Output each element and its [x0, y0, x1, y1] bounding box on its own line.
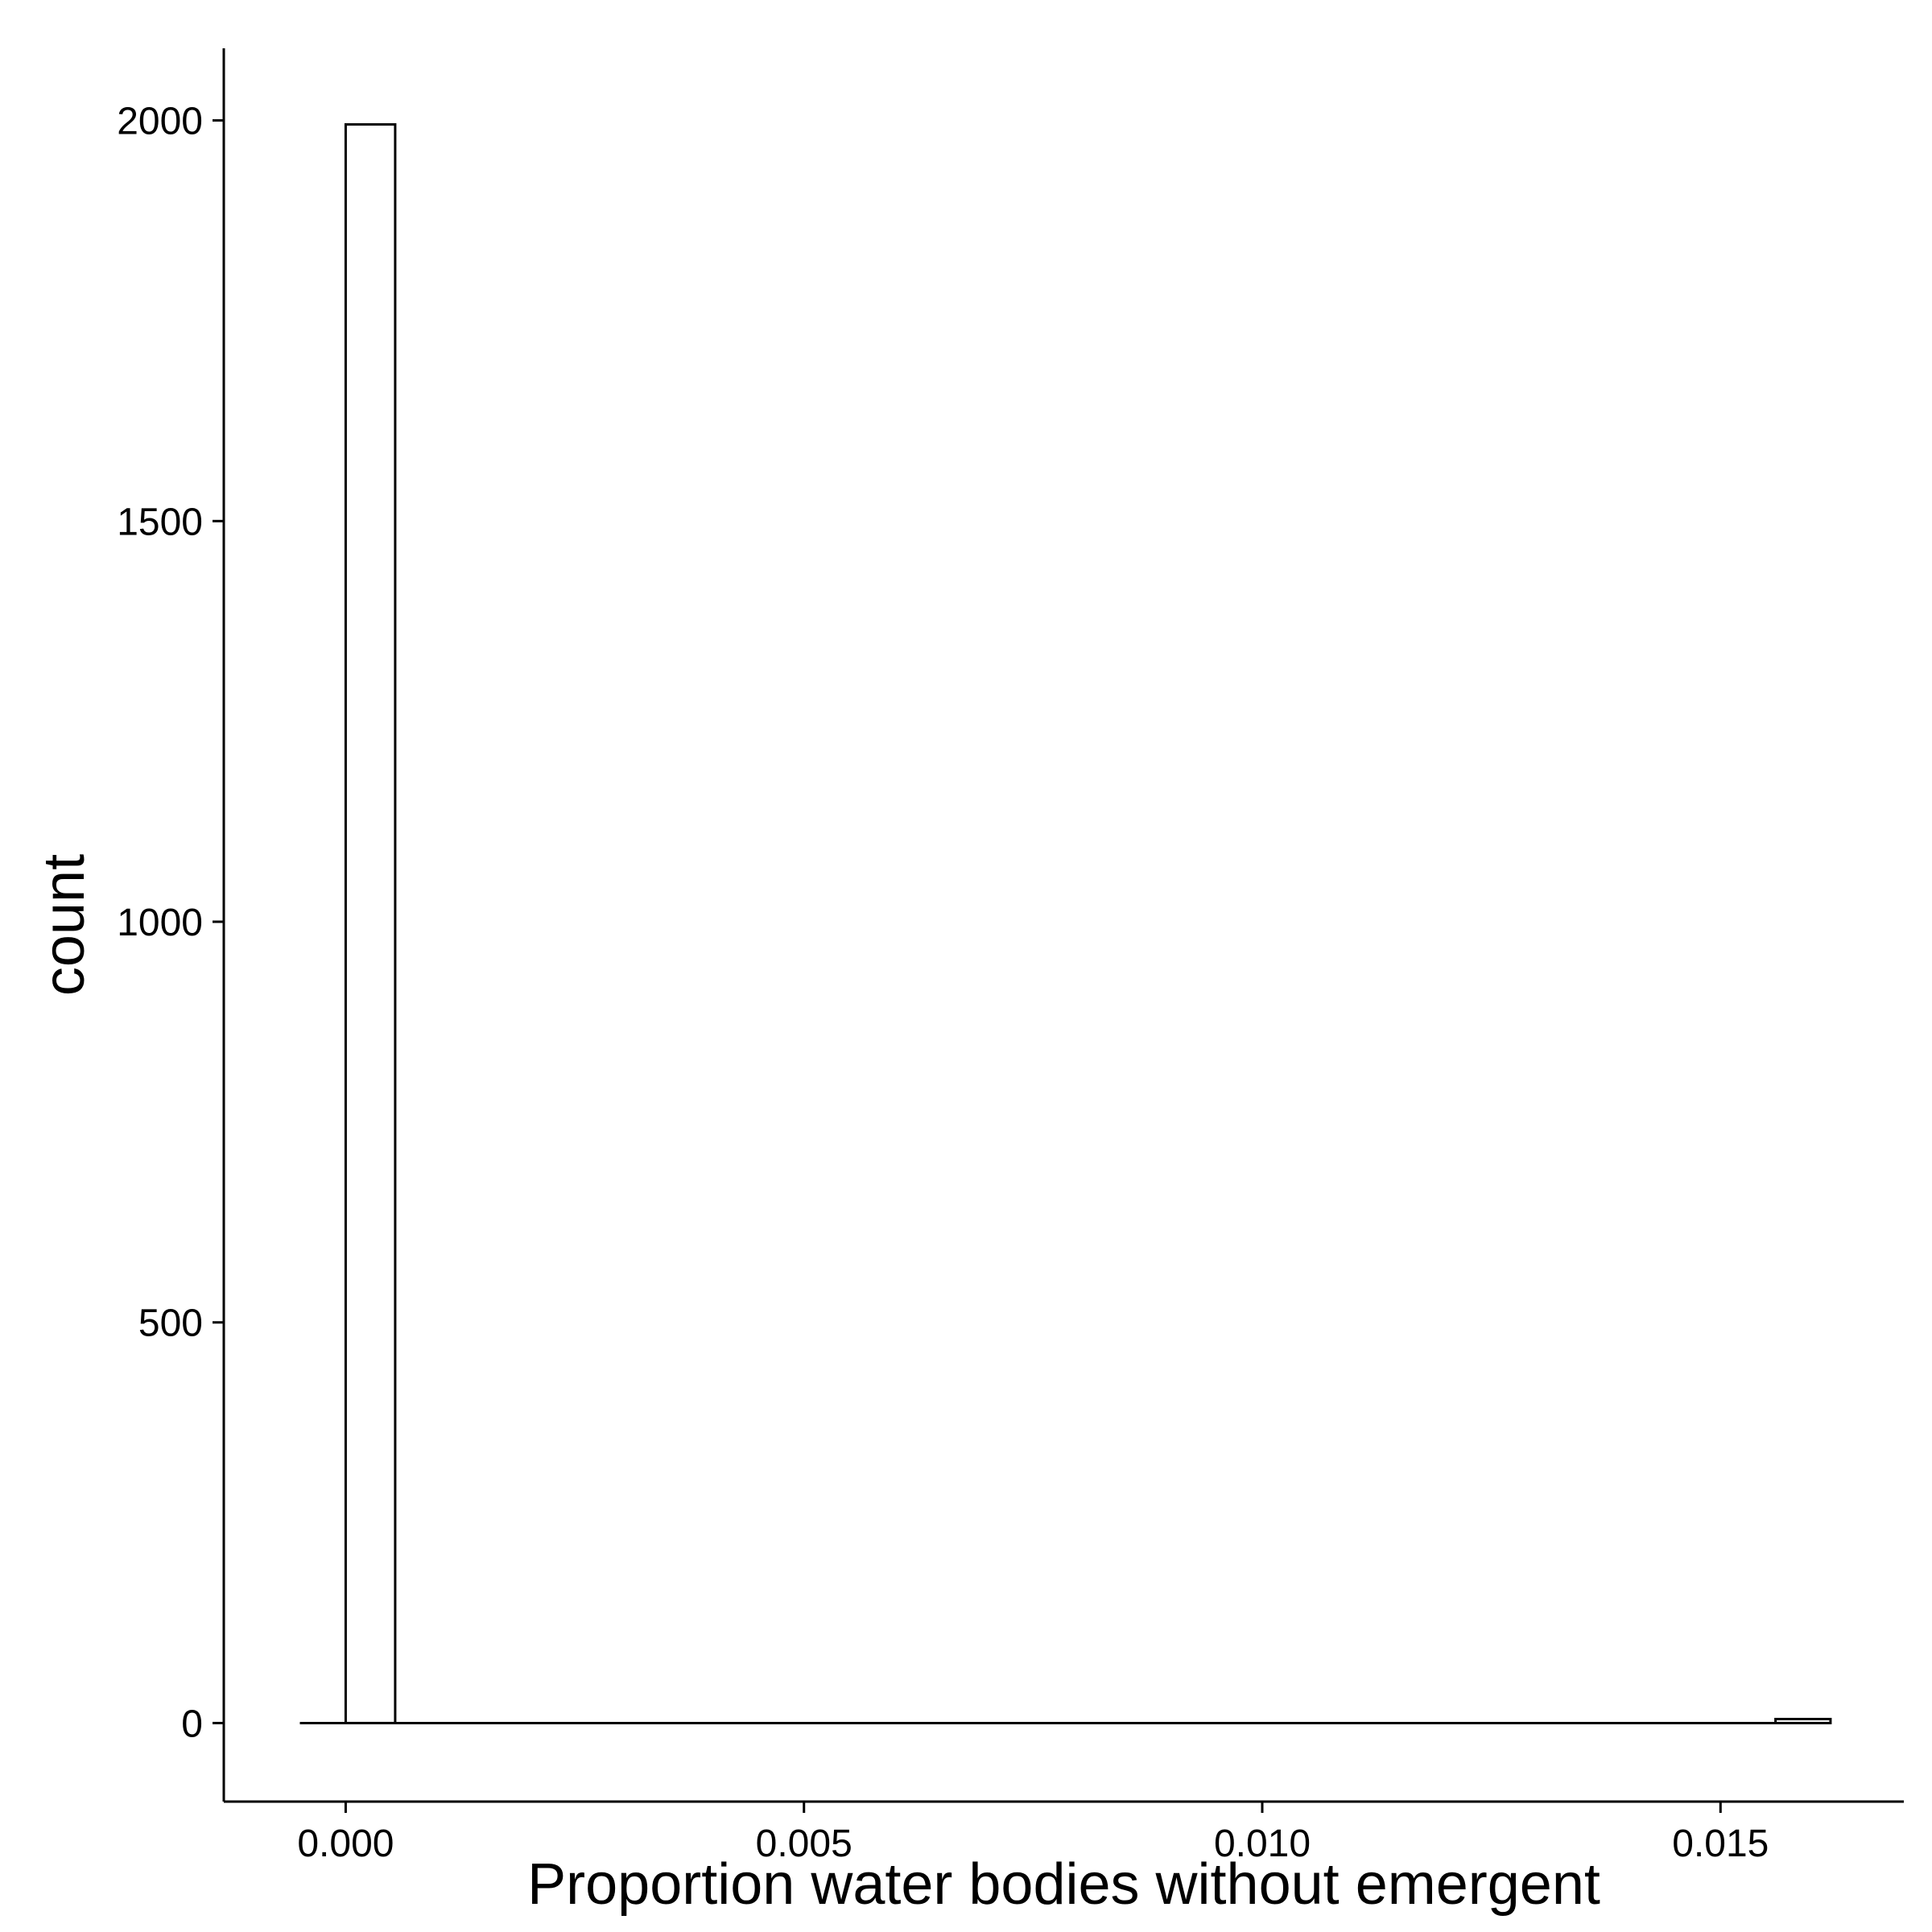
axes-layer — [222, 48, 1904, 1803]
x-tick-label-0: 0.000 — [297, 1823, 394, 1865]
bars-layer — [344, 123, 1832, 1724]
x-axis-title: Proportion water bodies without emergent — [527, 1852, 1600, 1917]
x-tick-label-3: 0.015 — [1672, 1823, 1769, 1865]
x-tick-label-2: 0.010 — [1214, 1823, 1311, 1865]
ticks-layer: 0 500 1000 1500 2000 0.000 0.005 0.010 0.015 — [117, 101, 1769, 1865]
y-tick-label-1: 500 — [138, 1302, 203, 1345]
histogram-bar-0 — [344, 123, 397, 1724]
y-tick-label-2: 1000 — [117, 902, 203, 944]
x-tick-label-1: 0.005 — [756, 1823, 852, 1865]
y-axis-title: count — [32, 854, 97, 996]
y-tick-label-4: 2000 — [117, 101, 203, 143]
y-tick-label-3: 1500 — [117, 501, 203, 543]
y-tick-label-0: 0 — [181, 1703, 203, 1745]
